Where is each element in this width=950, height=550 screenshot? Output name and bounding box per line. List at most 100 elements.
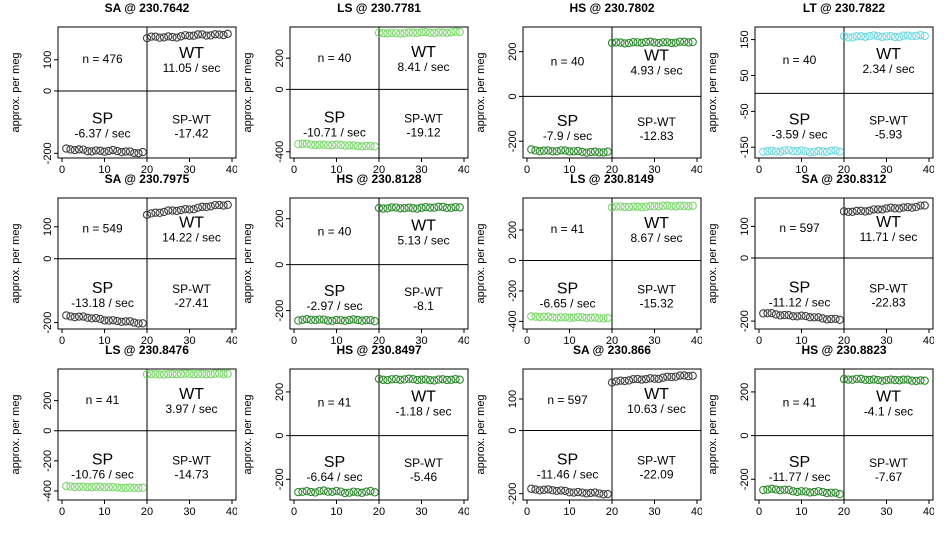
sp-point [578,147,587,157]
wt-point [198,202,207,211]
sp-point [306,487,316,497]
sp-point [759,309,768,318]
sp-point [108,482,118,492]
sp-point [370,142,379,151]
x-tick-label: 30 [648,164,660,176]
sp-point [138,483,147,492]
sp-point [306,315,316,324]
wt-point [391,203,401,212]
wt-point [202,202,211,212]
y-tick-label: 150 [739,30,751,48]
sp-point [125,147,135,156]
wt-point [671,372,680,381]
wt-point [210,200,220,210]
sp-point [565,313,574,322]
wt-point [895,32,904,42]
sp-point [83,313,92,322]
wt-point [629,374,638,384]
sp-point [100,147,109,156]
wt-point [379,204,388,213]
sp-point [565,147,574,156]
sp-point [87,147,96,156]
sp-point [793,312,802,321]
sp-point [603,147,612,156]
y-tick-label: 100 [42,218,54,236]
wt-point [878,32,887,42]
chart-title: LS @ 230.7781 [337,1,421,15]
y-axis-label: approx. per meg [707,223,719,303]
y-axis-label: approx. per meg [242,223,254,303]
wt-point [650,202,659,211]
sp-point [100,316,109,325]
wt-point [844,207,853,216]
y-axis-label: approx. per meg [475,223,487,303]
wt-point [447,28,456,37]
diff-value: -27.41 [174,296,208,310]
wt-point [620,376,629,386]
chart-title: HS @ 230.8823 [801,343,886,357]
x-tick-label: 10 [98,335,110,347]
sp-point [370,488,379,497]
y-tick-label: -400 [507,310,519,332]
y-tick-label: -200 [42,312,54,334]
sp-point [323,141,333,150]
sp-point [586,488,595,498]
wt-point [172,370,181,379]
y-tick-label: -150 [739,136,751,158]
sp-point [302,139,311,148]
sp-point [759,147,768,156]
y-tick-label: 50 [739,69,751,81]
wt-point [421,375,430,384]
wt-point [844,33,853,42]
wt-point [219,369,228,379]
wt-point [425,28,435,37]
x-tick-label: 20 [141,335,153,347]
wt-point [856,206,866,215]
wt-point [637,203,646,212]
wt-point [873,375,883,385]
sp-point [79,312,88,321]
wt-point [413,28,422,38]
sp-point [70,145,79,155]
wt-point [646,37,655,46]
wt-point [856,32,866,41]
sp-point [805,488,815,497]
chart-panel: LS @ 230.8149 0 10 20 30 40 -400 -200 0 200 approx… [465,171,702,354]
x-tick-label: 10 [795,506,807,518]
sp-point [586,313,595,322]
sp-point [767,484,776,493]
wt-point [654,202,663,211]
sp-point [561,313,570,322]
wt-point [396,375,405,384]
wt-point [886,375,895,384]
sp-point [302,314,311,324]
wt-point [899,203,908,212]
sp-point [801,147,810,156]
x-tick-label: 40 [691,506,702,518]
wt-point [650,38,659,47]
y-tick-label: -200 [42,450,54,472]
wt-point [396,29,405,38]
sp-point [104,483,113,492]
sp-point [539,146,549,155]
sp-point [357,488,367,497]
x-tick-label: 20 [838,506,850,518]
sp-point [527,484,536,493]
sp-point [121,147,130,156]
chart-svg: LS @ 230.8476 0 10 20 30 40 -400 -200 0 200 approx… [10,343,237,518]
wt-point [903,203,912,212]
chart-svg: HS @ 230.8128 0 10 20 30 40 -200 0 200 approx. pe… [242,172,469,347]
wt-point [873,32,883,41]
x-tick-label: 40 [458,164,469,176]
y-tick-label: -200 [274,300,286,322]
sp-point [578,488,587,497]
wt-point [869,205,878,214]
x-tick-label: 40 [923,335,934,347]
sp-point [298,315,307,324]
sp-point [125,483,135,492]
wt-label: WT [644,48,669,65]
diff-label: SP-WT [404,285,443,299]
wt-point [848,207,857,216]
y-tick-label: -400 [274,141,286,163]
x-tick-label: 10 [330,506,342,518]
